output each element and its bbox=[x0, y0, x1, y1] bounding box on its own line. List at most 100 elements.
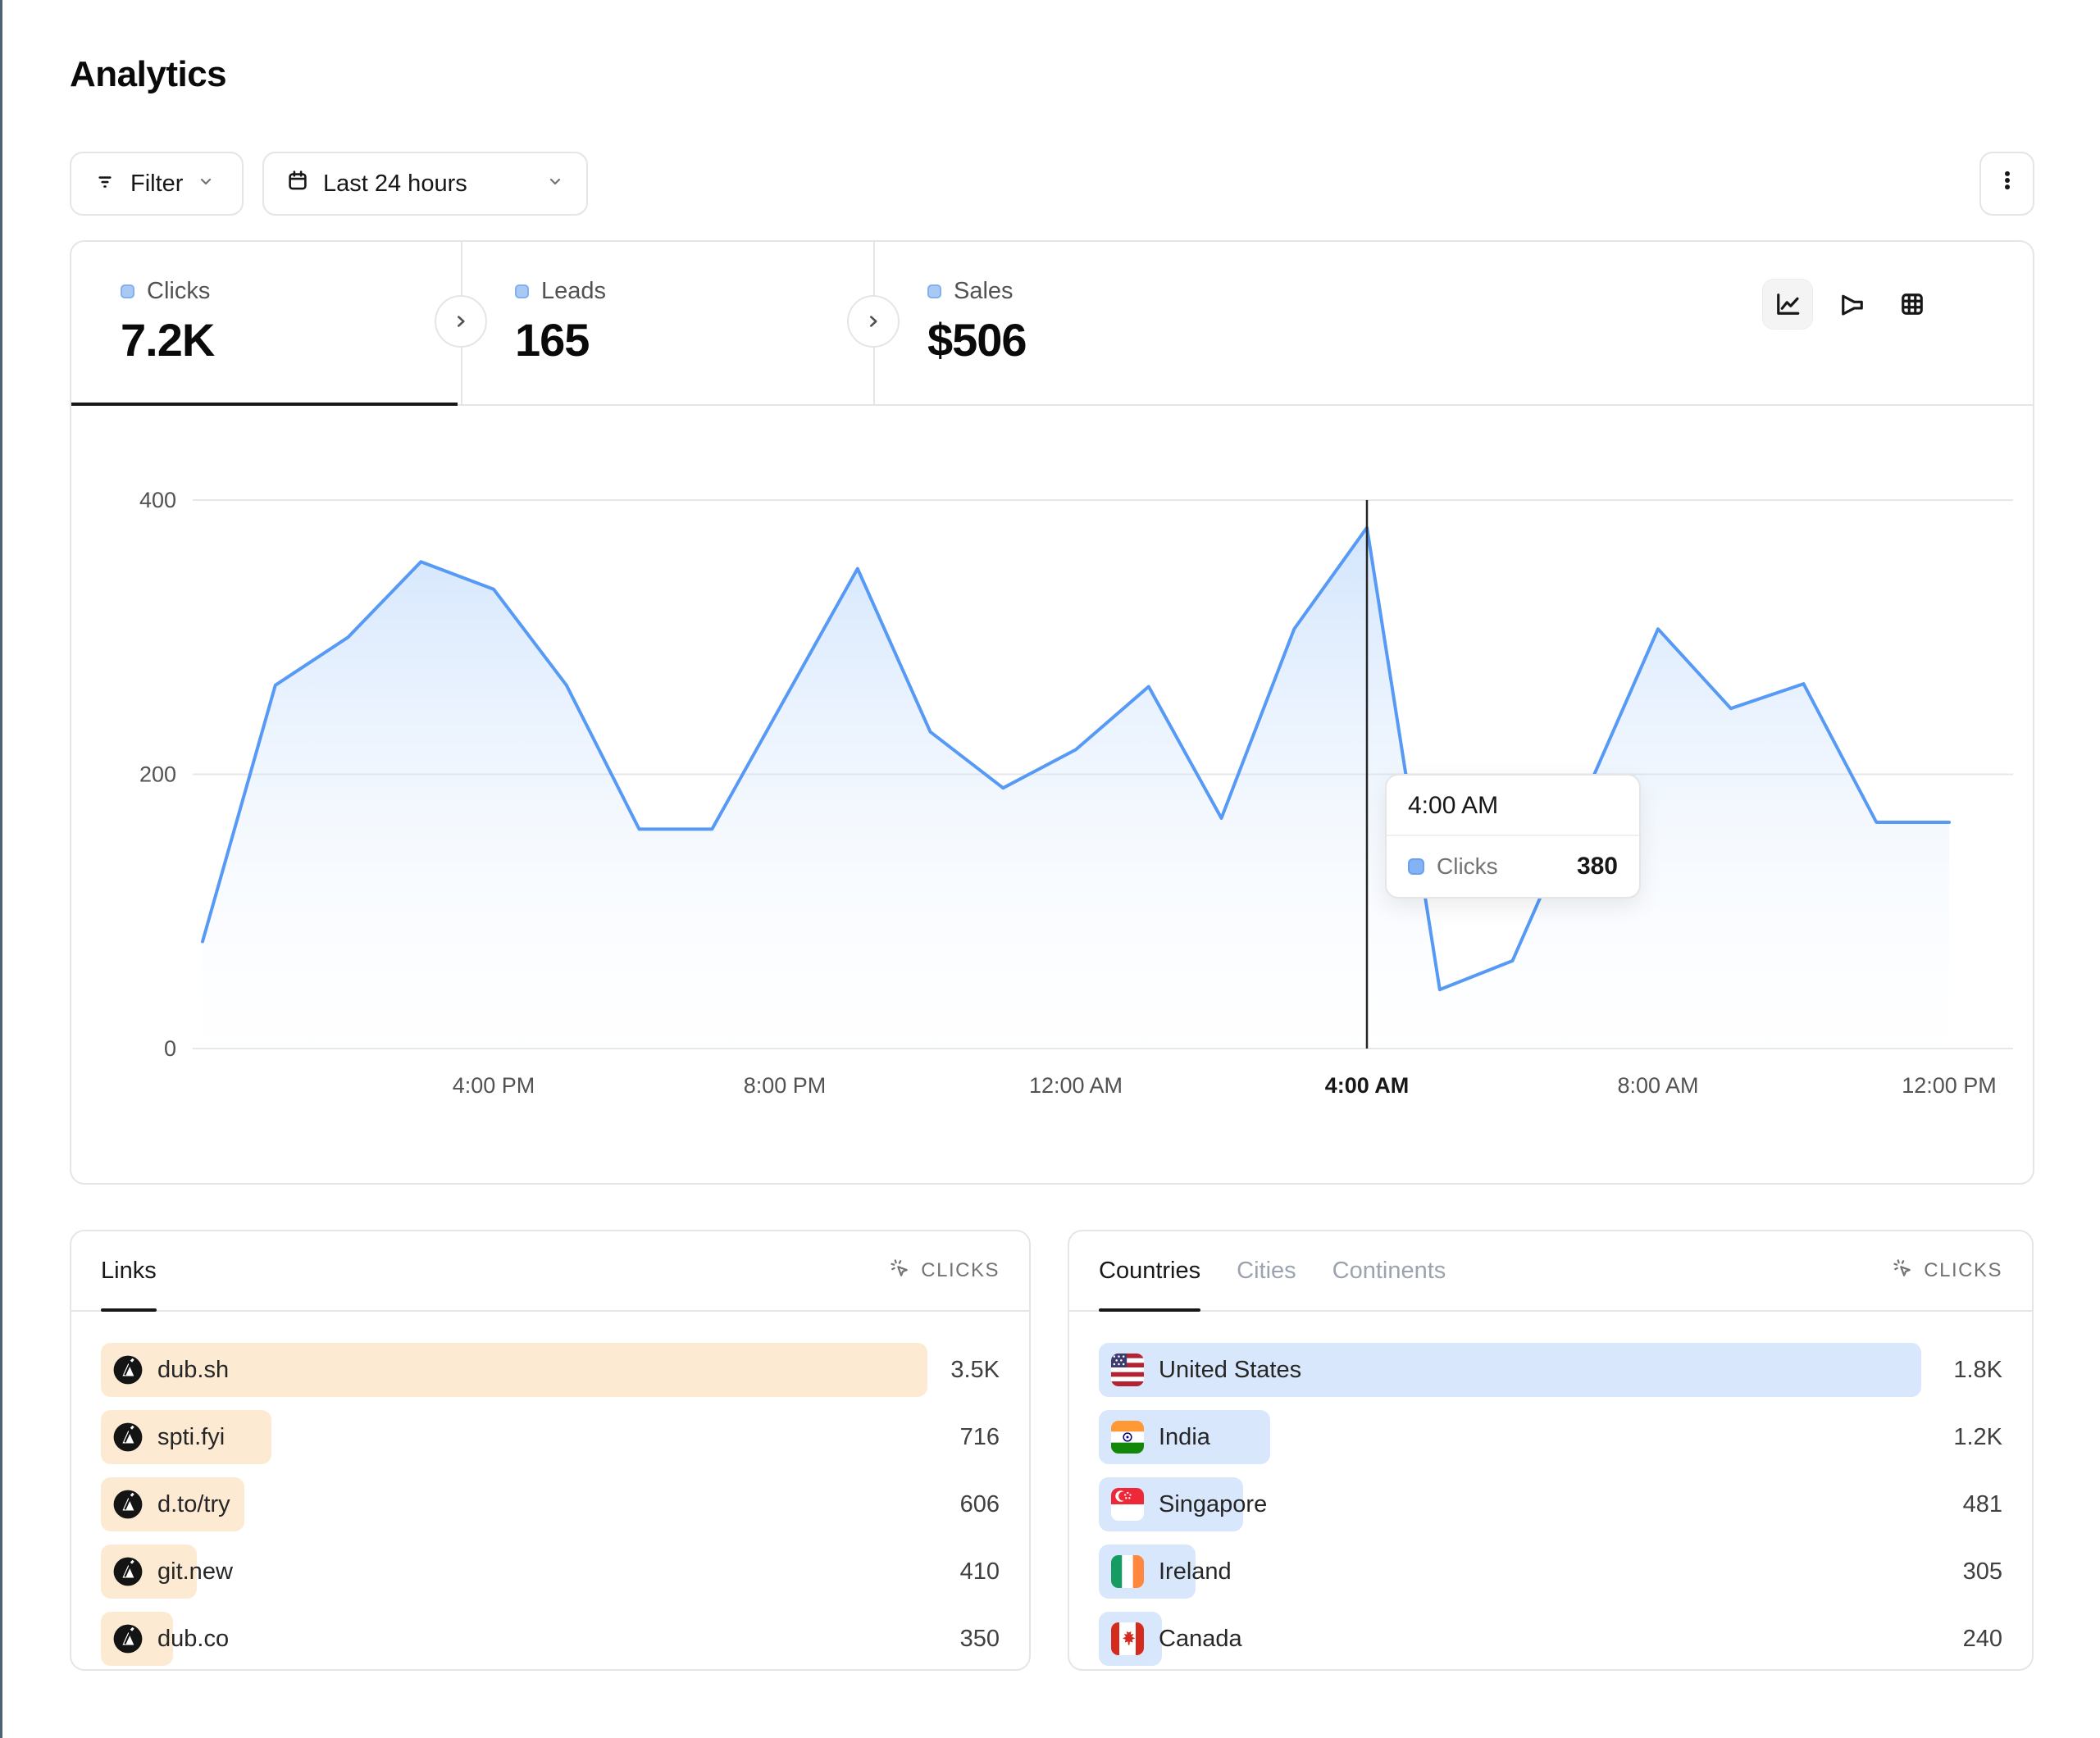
value-bar bbox=[101, 1343, 928, 1397]
sales-value: $506 bbox=[927, 314, 1027, 366]
flag-ca-icon bbox=[1111, 1622, 1144, 1655]
more-options-button[interactable] bbox=[1979, 152, 2034, 216]
row-value: 305 bbox=[1962, 1558, 2002, 1585]
tab-cities[interactable]: Cities bbox=[1237, 1257, 1296, 1284]
chevron-right-icon bbox=[457, 316, 465, 327]
link-row[interactable]: d.to/try 606 bbox=[101, 1477, 1000, 1531]
table-view-button[interactable] bbox=[1887, 279, 1938, 330]
row-label: United States bbox=[1159, 1356, 1302, 1383]
active-tab-underline bbox=[71, 403, 458, 406]
countries-list: United States 1.8K India 1.2K Singapore 481 Ir… bbox=[1069, 1312, 2032, 1666]
chevron-right-icon bbox=[869, 316, 877, 327]
cursor-click-icon bbox=[1891, 1257, 1914, 1285]
link-row[interactable]: spti.fyi 716 bbox=[101, 1410, 1000, 1464]
x-tick-label: 8:00 PM bbox=[744, 1073, 827, 1098]
leads-value: 165 bbox=[515, 314, 590, 366]
date-range-button[interactable]: Last 24 hours bbox=[262, 152, 588, 216]
row-label: India bbox=[1159, 1423, 1210, 1450]
tooltip-time: 4:00 AM bbox=[1387, 776, 1639, 836]
row-label: Ireland bbox=[1159, 1558, 1232, 1585]
row-label: d.to/try bbox=[157, 1490, 230, 1517]
x-tick-label: 4:00 AM bbox=[1325, 1073, 1410, 1098]
grid-icon bbox=[1902, 293, 1923, 315]
clicks-value: 7.2K bbox=[121, 314, 215, 366]
stats-row: Clicks 7.2K Leads 165 Sales $506 bbox=[71, 242, 2033, 406]
leads-series-chip bbox=[515, 284, 529, 298]
row-value: 606 bbox=[959, 1490, 1000, 1517]
analytics-card: Clicks 7.2K Leads 165 Sales $506 bbox=[70, 240, 2034, 1185]
links-list: dub.sh 3.5K spti.fyi 716 d.to/try 606 git.new 4… bbox=[71, 1312, 1029, 1666]
countries-metric-header[interactable]: CLICKS bbox=[1891, 1257, 2002, 1285]
row-label: git.new bbox=[157, 1558, 233, 1585]
row-label: Canada bbox=[1159, 1625, 1242, 1652]
tab-links[interactable]: Links bbox=[101, 1231, 157, 1312]
flag-in-icon bbox=[1111, 1421, 1144, 1454]
row-value: 350 bbox=[959, 1625, 1000, 1652]
country-row[interactable]: United States 1.8K bbox=[1099, 1343, 2002, 1397]
tooltip-metric: Clicks bbox=[1437, 853, 1498, 879]
date-range-label: Last 24 hours bbox=[323, 170, 467, 197]
window-edge-strip bbox=[0, 0, 2, 1738]
links-metric-header[interactable]: CLICKS bbox=[888, 1257, 1000, 1285]
kebab-menu-icon bbox=[1995, 168, 2020, 199]
clicks-chart[interactable]: 0 200 400 4:00 PM 8:00 PM 12:00 AM 4:00 AM 8:00… bbox=[71, 406, 2033, 1185]
chevron-down-icon bbox=[196, 171, 216, 198]
country-row[interactable]: India 1.2K bbox=[1099, 1410, 2002, 1464]
dub-logo-icon bbox=[113, 1355, 143, 1385]
row-value: 3.5K bbox=[950, 1356, 1000, 1383]
link-row[interactable]: git.new 410 bbox=[101, 1545, 1000, 1599]
funnel-chart-view-button[interactable] bbox=[1824, 279, 1875, 330]
row-label: spti.fyi bbox=[157, 1423, 225, 1450]
funnel-chart-icon bbox=[1842, 294, 1863, 316]
row-label: Singapore bbox=[1159, 1490, 1268, 1517]
tooltip-value: 380 bbox=[1576, 853, 1618, 880]
x-tick-label: 12:00 PM bbox=[1902, 1073, 1997, 1098]
x-tick-label: 8:00 AM bbox=[1617, 1073, 1698, 1098]
tab-clicks[interactable]: Clicks 7.2K bbox=[71, 242, 461, 406]
filter-button[interactable]: Filter bbox=[70, 152, 244, 216]
tab-sales[interactable]: Sales $506 bbox=[873, 242, 2033, 404]
country-row[interactable]: Ireland 305 bbox=[1099, 1545, 2002, 1599]
clicks-line bbox=[201, 525, 1951, 992]
expand-leads-button[interactable] bbox=[847, 295, 900, 348]
row-value: 481 bbox=[1962, 1490, 2002, 1517]
line-chart-icon bbox=[1777, 293, 1800, 315]
row-value: 1.8K bbox=[1953, 1356, 2002, 1383]
row-label: dub.co bbox=[157, 1625, 230, 1652]
chart-tooltip: 4:00 AM Clicks 380 bbox=[1385, 774, 1641, 899]
dub-logo-icon bbox=[113, 1490, 143, 1519]
y-tick-label: 0 bbox=[164, 1036, 176, 1061]
tab-leads[interactable]: Leads 165 bbox=[461, 242, 873, 404]
clicks-area bbox=[203, 527, 1949, 1049]
expand-clicks-button[interactable] bbox=[435, 295, 487, 348]
row-value: 716 bbox=[959, 1423, 1000, 1450]
tab-countries[interactable]: Countries bbox=[1099, 1231, 1201, 1312]
line-chart-view-button[interactable] bbox=[1762, 279, 1813, 330]
chevron-down-icon bbox=[545, 171, 565, 198]
dub-logo-icon bbox=[113, 1422, 143, 1452]
page-title: Analytics bbox=[70, 54, 227, 94]
y-tick-label: 400 bbox=[139, 488, 176, 512]
value-bar bbox=[1099, 1343, 1921, 1397]
y-tick-label: 200 bbox=[139, 762, 176, 787]
row-value: 240 bbox=[1962, 1625, 2002, 1652]
calendar-icon bbox=[285, 168, 310, 199]
locations-card: Countries Cities Continents CLICKS Unite… bbox=[1068, 1230, 2034, 1671]
link-row[interactable]: dub.sh 3.5K bbox=[101, 1343, 1000, 1397]
row-value: 1.2K bbox=[1953, 1423, 2002, 1450]
sales-series-chip bbox=[927, 284, 941, 298]
link-row[interactable]: dub.co 350 bbox=[101, 1612, 1000, 1666]
country-row[interactable]: Canada 240 bbox=[1099, 1612, 2002, 1666]
clicks-series-chip bbox=[121, 284, 134, 298]
stat-label: Sales bbox=[954, 278, 1014, 304]
dub-logo-icon bbox=[113, 1557, 143, 1586]
tab-continents[interactable]: Continents bbox=[1332, 1257, 1446, 1284]
x-tick-label: 4:00 PM bbox=[453, 1073, 535, 1098]
filter-button-label: Filter bbox=[130, 170, 184, 197]
country-row[interactable]: Singapore 481 bbox=[1099, 1477, 2002, 1531]
chart-view-toggles bbox=[1762, 279, 1938, 330]
filter-icon bbox=[93, 168, 117, 199]
row-label: dub.sh bbox=[157, 1356, 230, 1383]
x-tick-label: 12:00 AM bbox=[1029, 1073, 1123, 1098]
flag-ie-icon bbox=[1111, 1555, 1144, 1588]
